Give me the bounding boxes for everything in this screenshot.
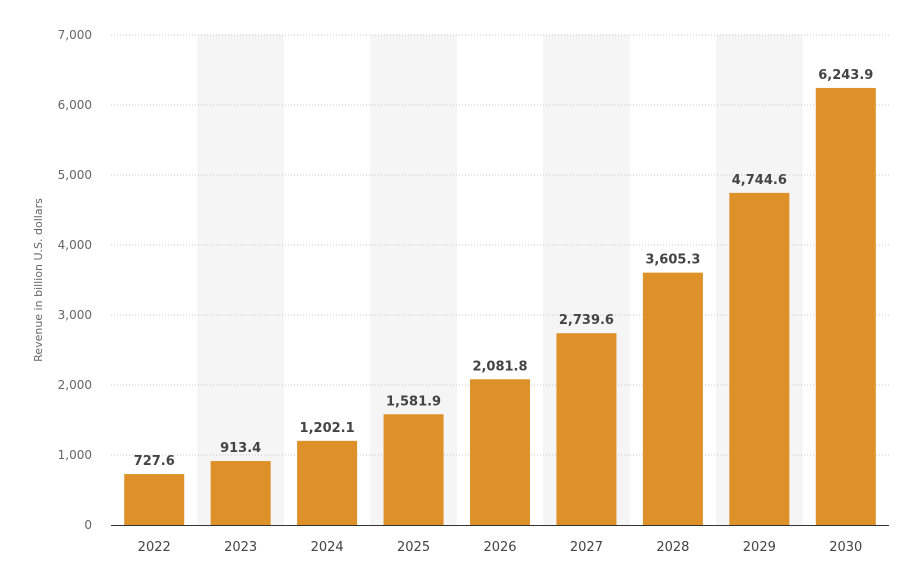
- data-label: 6,243.9: [818, 68, 873, 83]
- y-axis-ticks: 0 1,000 2,000 3,000 4,000 5,000 6,000 7,000: [58, 28, 92, 532]
- data-label: 3,605.3: [645, 253, 700, 268]
- x-axis-ticks: 2022 2023 2024 2025 2026 2027 2028 2029 2030: [138, 540, 863, 555]
- x-tick-label: 2028: [656, 540, 689, 555]
- y-tick-label: 4,000: [58, 238, 92, 252]
- bar[interactable]: [124, 474, 185, 525]
- bar[interactable]: [729, 192, 790, 526]
- y-tick-label: 3,000: [58, 308, 92, 322]
- x-tick-label: 2022: [138, 540, 171, 555]
- x-tick-label: 2024: [311, 540, 344, 555]
- bar[interactable]: [642, 272, 703, 525]
- x-tick-label: 2030: [829, 540, 862, 555]
- data-label: 2,081.8: [472, 359, 527, 374]
- bar[interactable]: [815, 87, 876, 525]
- y-axis-label: Revenue in billion U.S. dollars: [32, 198, 45, 362]
- bar[interactable]: [470, 379, 530, 525]
- y-tick-label: 0: [84, 518, 92, 532]
- data-label: 1,581.9: [386, 394, 441, 409]
- data-labels: 727.6 913.4 1,202.1 1,581.9 2,081.8 2,739.6 3,…: [134, 68, 874, 469]
- data-label: 1,202.1: [300, 421, 355, 436]
- y-tick-label: 2,000: [58, 378, 92, 392]
- bar[interactable]: [556, 333, 617, 525]
- x-tick-label: 2027: [570, 540, 603, 555]
- background-band: [197, 35, 284, 525]
- y-tick-label: 7,000: [58, 28, 92, 42]
- x-tick-label: 2029: [743, 540, 776, 555]
- x-tick-label: 2026: [483, 540, 516, 555]
- bar[interactable]: [297, 440, 358, 525]
- bar[interactable]: [383, 414, 444, 525]
- bars: [124, 87, 876, 526]
- bar[interactable]: [210, 461, 271, 525]
- y-tick-label: 5,000: [58, 168, 92, 182]
- x-tick-label: 2023: [224, 540, 257, 555]
- y-tick-label: 1,000: [58, 448, 92, 462]
- data-label: 727.6: [134, 454, 175, 469]
- data-label: 4,744.6: [732, 173, 787, 188]
- data-label: 2,739.6: [559, 313, 614, 328]
- data-label: 913.4: [220, 441, 261, 456]
- y-tick-label: 6,000: [58, 98, 92, 112]
- x-tick-label: 2025: [397, 540, 430, 555]
